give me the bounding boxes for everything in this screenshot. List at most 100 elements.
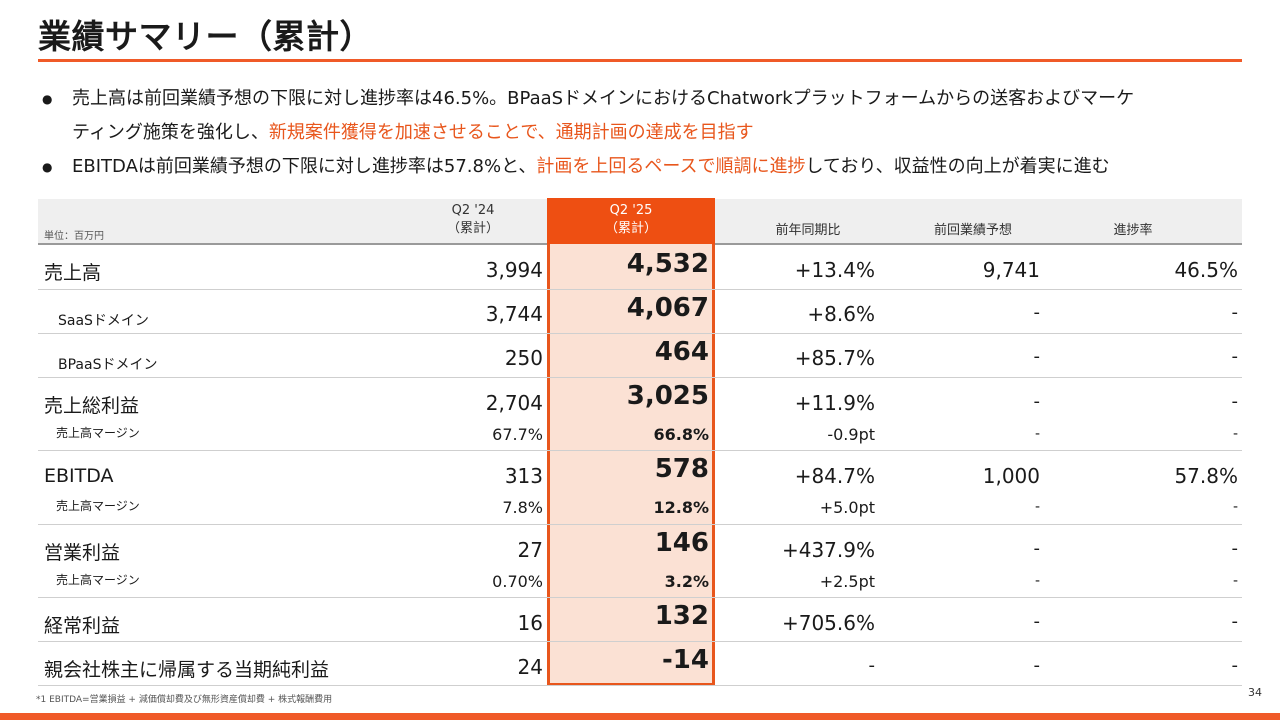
cell-q2-25: 3,025 <box>626 381 709 411</box>
cell-q2-25: 66.8% <box>653 425 709 444</box>
cell-prev-forecast: - <box>1034 426 1040 442</box>
header-q2-24-period: Q2 '24 <box>451 203 495 218</box>
row-divider <box>38 641 1242 642</box>
bullet-sales-text: ティング施策を強化し、 <box>72 122 269 143</box>
bullet-ebitda-highlight: 計画を上回るペースで順調に進捗 <box>536 156 806 177</box>
cell-q2-24: 67.7% <box>492 425 543 444</box>
row-label: 営業利益 <box>44 542 121 564</box>
row-label: 親会社株主に帰属する当期純利益 <box>44 659 330 681</box>
row-divider <box>38 597 1242 598</box>
cell-progress: - <box>1231 346 1239 367</box>
bullet-dot-icon: ● <box>42 160 53 174</box>
cell-prev-forecast: - <box>1034 573 1040 589</box>
bullet-sales-line1: 売上高は前回業績予想の下限に対し進捗率は46.5%。BPaaSドメインにおけるC… <box>72 88 1135 109</box>
cell-yoy: +5.0pt <box>819 498 875 517</box>
bullet-sales-line2: ティング施策を強化し、新規案件獲得を加速させることで、通期計画の達成を目指す <box>72 116 1242 150</box>
cell-q2-24: 0.70% <box>492 572 543 591</box>
cell-prev-forecast: - <box>1033 346 1041 367</box>
cell-progress: 57.8% <box>1174 464 1238 488</box>
cell-yoy: +437.9% <box>781 538 875 562</box>
cell-progress: - <box>1232 499 1238 515</box>
cell-prev-forecast: - <box>1033 391 1041 412</box>
cell-q2-25: 464 <box>654 337 709 367</box>
header-q2-25-period: Q2 '25 <box>609 203 653 218</box>
header-prev-forecast: 前回業績予想 <box>933 223 1012 238</box>
cell-progress: - <box>1231 391 1239 412</box>
cell-q2-24: 27 <box>517 538 543 562</box>
row-label: EBITDA <box>44 465 114 487</box>
row-label: 売上高マージン <box>56 573 140 587</box>
cell-q2-25: 578 <box>654 454 709 484</box>
cell-progress: - <box>1231 538 1239 559</box>
row-divider <box>38 377 1242 378</box>
bullet-ebitda-pre: EBITDAは前回業績予想の下限に対し進捗率は57.8%と、 <box>72 156 537 177</box>
header-q2-25-cumulative: （累計） <box>604 221 657 236</box>
cell-progress: - <box>1231 302 1239 323</box>
unit-label: 単位：百万円 <box>44 231 104 242</box>
row-divider <box>38 333 1242 334</box>
row-divider <box>38 450 1242 451</box>
cell-yoy: +705.6% <box>781 611 875 635</box>
cell-q2-25: 146 <box>654 528 709 558</box>
bullet-ebitda: ● EBITDAは前回業績予想の下限に対し進捗率は57.8%と、計画を上回るペー… <box>42 150 1242 184</box>
header-q2-24: Q2 '24 （累計） <box>408 202 538 238</box>
cell-q2-24: 3,744 <box>485 302 543 326</box>
row-label: BPaaSドメイン <box>58 357 158 373</box>
header-q2-25: Q2 '25 （累計） <box>547 198 715 244</box>
cell-q2-24: 313 <box>504 464 543 488</box>
cell-prev-forecast: - <box>1033 302 1041 323</box>
cell-q2-24: 24 <box>517 655 543 679</box>
cell-q2-24: 3,994 <box>485 258 543 282</box>
bullet-ebitda-line: EBITDAは前回業績予想の下限に対し進捗率は57.8%と、計画を上回るペースで… <box>72 150 1242 184</box>
cell-progress: - <box>1232 573 1238 589</box>
cell-q2-25: -14 <box>662 645 709 675</box>
cell-prev-forecast: 9,741 <box>982 258 1040 282</box>
cell-q2-25: 132 <box>654 601 709 631</box>
cell-q2-25: 4,067 <box>626 293 709 323</box>
footer-accent-bar <box>0 713 1280 720</box>
cell-q2-24: 2,704 <box>485 391 543 415</box>
footnote: *1 EBITDA=営業損益 + 減価償却費及び無形資産償却費 + 株式報酬費用 <box>36 695 333 705</box>
row-divider <box>38 524 1242 525</box>
cell-yoy: +8.6% <box>807 302 875 326</box>
cell-yoy: - <box>868 655 876 676</box>
cell-q2-25: 12.8% <box>653 498 709 517</box>
row-label: SaaSドメイン <box>58 313 149 329</box>
cell-yoy: +85.7% <box>794 346 875 370</box>
row-label: 売上高 <box>44 262 102 284</box>
row-label: 売上総利益 <box>44 395 140 417</box>
cell-progress: - <box>1232 426 1238 442</box>
bullet-ebitda-post: しており、収益性の向上が着実に進む <box>805 156 1110 177</box>
summary-bullets: ● 売上高は前回業績予想の下限に対し進捗率は46.5%。BPaaSドメインにおけ… <box>42 82 1242 184</box>
cell-progress: 46.5% <box>1174 258 1238 282</box>
q2-25-highlight-column <box>547 198 715 686</box>
header-q2-24-cumulative: （累計） <box>446 221 499 236</box>
title-underline <box>38 59 1242 62</box>
row-divider <box>38 289 1242 290</box>
cell-q2-24: 7.8% <box>502 498 543 517</box>
cell-yoy: +2.5pt <box>819 572 875 591</box>
row-label: 経常利益 <box>44 615 121 637</box>
cell-prev-forecast: 1,000 <box>982 464 1040 488</box>
cell-progress: - <box>1231 611 1239 632</box>
row-label: 売上高マージン <box>56 426 140 440</box>
cell-yoy: +13.4% <box>794 258 875 282</box>
cell-prev-forecast: - <box>1033 538 1041 559</box>
cell-yoy: +84.7% <box>794 464 875 488</box>
cell-prev-forecast: - <box>1033 611 1041 632</box>
cell-prev-forecast: - <box>1034 499 1040 515</box>
page-title: 業績サマリー（累計） <box>38 17 373 56</box>
bullet-sales-highlight: 新規案件獲得を加速させることで、通期計画の達成を目指す <box>268 122 754 143</box>
cell-q2-24: 250 <box>504 346 543 370</box>
bullet-dot-icon: ● <box>42 92 53 106</box>
page-number: 34 <box>1248 686 1262 699</box>
cell-q2-25: 3.2% <box>664 572 709 591</box>
bullet-sales: ● 売上高は前回業績予想の下限に対し進捗率は46.5%。BPaaSドメインにおけ… <box>42 82 1242 150</box>
header-progress: 進捗率 <box>1113 223 1153 238</box>
cell-progress: - <box>1231 655 1239 676</box>
cell-q2-24: 16 <box>517 611 543 635</box>
header-yoy: 前年同期比 <box>775 223 841 238</box>
cell-prev-forecast: - <box>1033 655 1041 676</box>
row-label: 売上高マージン <box>56 499 140 513</box>
cell-yoy: +11.9% <box>794 391 875 415</box>
